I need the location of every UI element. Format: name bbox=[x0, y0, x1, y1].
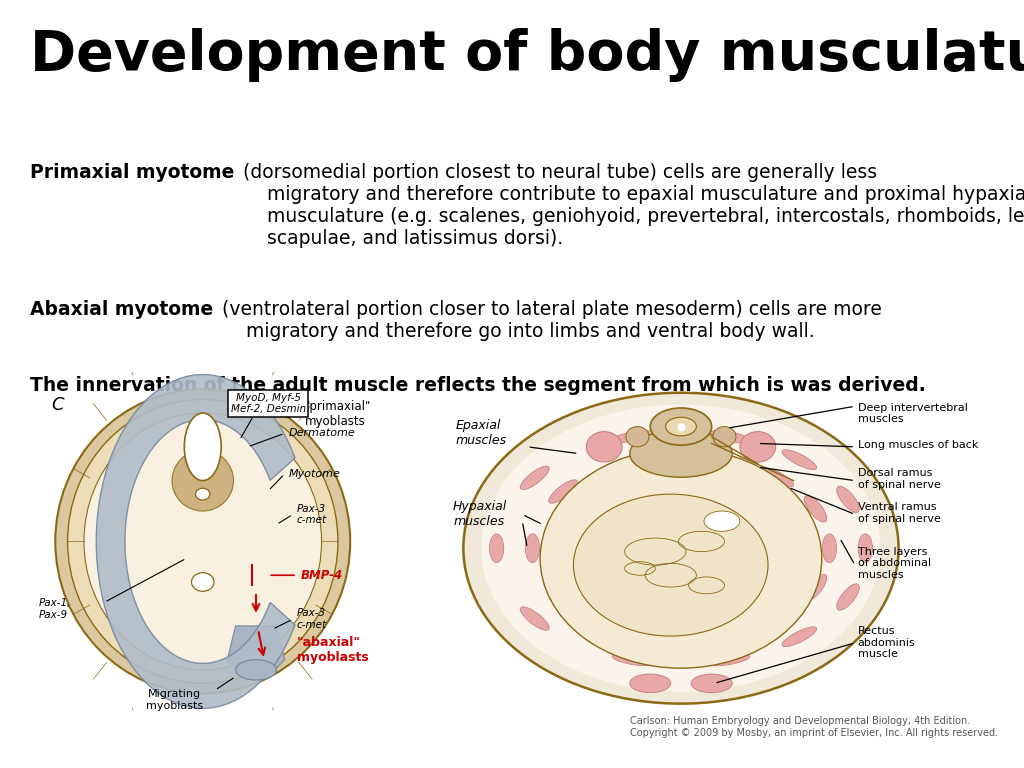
Ellipse shape bbox=[759, 467, 794, 487]
Ellipse shape bbox=[489, 534, 504, 563]
Text: MyoD, Myf-5
Mef-2, Desmin: MyoD, Myf-5 Mef-2, Desmin bbox=[230, 392, 306, 415]
Text: C: C bbox=[51, 396, 63, 414]
Polygon shape bbox=[96, 375, 295, 708]
Ellipse shape bbox=[631, 474, 673, 486]
Text: (ventrolateral portion closer to lateral plate mesoderm) cells are more
     mig: (ventrolateral portion closer to lateral… bbox=[216, 300, 882, 341]
Ellipse shape bbox=[736, 484, 771, 504]
Text: Migrating
myoblasts: Migrating myoblasts bbox=[145, 690, 203, 711]
Ellipse shape bbox=[191, 573, 214, 591]
Ellipse shape bbox=[782, 627, 817, 647]
Ellipse shape bbox=[541, 449, 821, 668]
Ellipse shape bbox=[520, 607, 549, 631]
Ellipse shape bbox=[236, 660, 276, 680]
Ellipse shape bbox=[578, 494, 606, 517]
Ellipse shape bbox=[586, 432, 622, 462]
Ellipse shape bbox=[622, 632, 664, 644]
Ellipse shape bbox=[525, 534, 540, 563]
Text: Hypaxial
muscles: Hypaxial muscles bbox=[453, 501, 507, 528]
Text: Development of body musculature: Development of body musculature bbox=[30, 28, 1024, 82]
Text: Dorsal ramus
of spinal nerve: Dorsal ramus of spinal nerve bbox=[857, 468, 940, 490]
Text: Pax-3
c-met: Pax-3 c-met bbox=[297, 504, 327, 525]
Ellipse shape bbox=[68, 399, 338, 684]
Ellipse shape bbox=[578, 579, 606, 603]
Text: Pax-3
c-met: Pax-3 c-met bbox=[297, 608, 327, 630]
Text: Rectus
abdominis
muscle: Rectus abdominis muscle bbox=[857, 626, 915, 660]
Ellipse shape bbox=[698, 452, 740, 464]
Ellipse shape bbox=[631, 611, 673, 622]
Ellipse shape bbox=[549, 480, 578, 503]
Ellipse shape bbox=[630, 674, 671, 693]
Text: Dermatome: Dermatome bbox=[289, 429, 355, 439]
Text: Deep intervertebral
muscles: Deep intervertebral muscles bbox=[857, 403, 968, 425]
Ellipse shape bbox=[481, 405, 881, 692]
Text: Three layers
of abdominal
muscles: Three layers of abdominal muscles bbox=[857, 547, 931, 580]
Text: BMP-4: BMP-4 bbox=[301, 569, 343, 581]
Ellipse shape bbox=[520, 466, 549, 489]
Ellipse shape bbox=[84, 413, 322, 670]
Text: "abaxial"
myoblasts: "abaxial" myoblasts bbox=[297, 636, 369, 664]
Ellipse shape bbox=[689, 611, 731, 622]
Ellipse shape bbox=[184, 413, 221, 481]
Text: Epaxial
muscles: Epaxial muscles bbox=[456, 419, 507, 447]
Text: Primaxial myotome: Primaxial myotome bbox=[30, 163, 234, 182]
Ellipse shape bbox=[708, 431, 750, 442]
Ellipse shape bbox=[804, 574, 826, 601]
Ellipse shape bbox=[804, 495, 826, 522]
Text: Pax-1,
Pax-9: Pax-1, Pax-9 bbox=[39, 598, 72, 620]
Text: The innervation of the adult muscle reflects the segment from which is was deriv: The innervation of the adult muscle refl… bbox=[30, 376, 926, 395]
Ellipse shape bbox=[666, 417, 696, 436]
Ellipse shape bbox=[772, 565, 795, 591]
Ellipse shape bbox=[713, 426, 736, 447]
Ellipse shape bbox=[626, 426, 649, 447]
Ellipse shape bbox=[689, 474, 731, 486]
Text: Abaxial myotome: Abaxial myotome bbox=[30, 300, 213, 319]
Ellipse shape bbox=[822, 534, 837, 563]
Ellipse shape bbox=[612, 654, 654, 666]
Ellipse shape bbox=[612, 431, 654, 442]
Ellipse shape bbox=[691, 674, 732, 693]
Polygon shape bbox=[227, 626, 285, 677]
Ellipse shape bbox=[759, 610, 794, 630]
Ellipse shape bbox=[837, 584, 859, 611]
Ellipse shape bbox=[196, 488, 210, 500]
Ellipse shape bbox=[55, 389, 350, 694]
Ellipse shape bbox=[463, 392, 899, 703]
Ellipse shape bbox=[549, 593, 578, 617]
Ellipse shape bbox=[561, 534, 575, 563]
Ellipse shape bbox=[782, 450, 817, 469]
Ellipse shape bbox=[650, 408, 712, 445]
Text: Myotome: Myotome bbox=[289, 468, 341, 479]
Ellipse shape bbox=[786, 534, 801, 563]
Ellipse shape bbox=[573, 494, 768, 636]
Ellipse shape bbox=[772, 505, 795, 531]
Ellipse shape bbox=[622, 452, 664, 464]
Ellipse shape bbox=[705, 511, 739, 531]
Ellipse shape bbox=[736, 592, 771, 612]
Ellipse shape bbox=[837, 486, 859, 512]
Text: Carlson: Human Embryology and Developmental Biology, 4th Edition.
Copyright © 20: Carlson: Human Embryology and Developmen… bbox=[630, 717, 998, 738]
Ellipse shape bbox=[630, 430, 732, 477]
Text: Ventral ramus
of spinal nerve: Ventral ramus of spinal nerve bbox=[857, 502, 940, 524]
Text: Long muscles of back: Long muscles of back bbox=[857, 440, 978, 450]
Ellipse shape bbox=[708, 654, 750, 666]
Ellipse shape bbox=[858, 534, 872, 563]
Ellipse shape bbox=[698, 632, 740, 644]
Text: "primaxial"
myoblasts: "primaxial" myoblasts bbox=[305, 399, 372, 428]
Ellipse shape bbox=[172, 450, 233, 511]
Text: (dorsomedial portion closest to neural tube) cells are generally less
     migra: (dorsomedial portion closest to neural t… bbox=[238, 163, 1024, 248]
Ellipse shape bbox=[739, 432, 776, 462]
